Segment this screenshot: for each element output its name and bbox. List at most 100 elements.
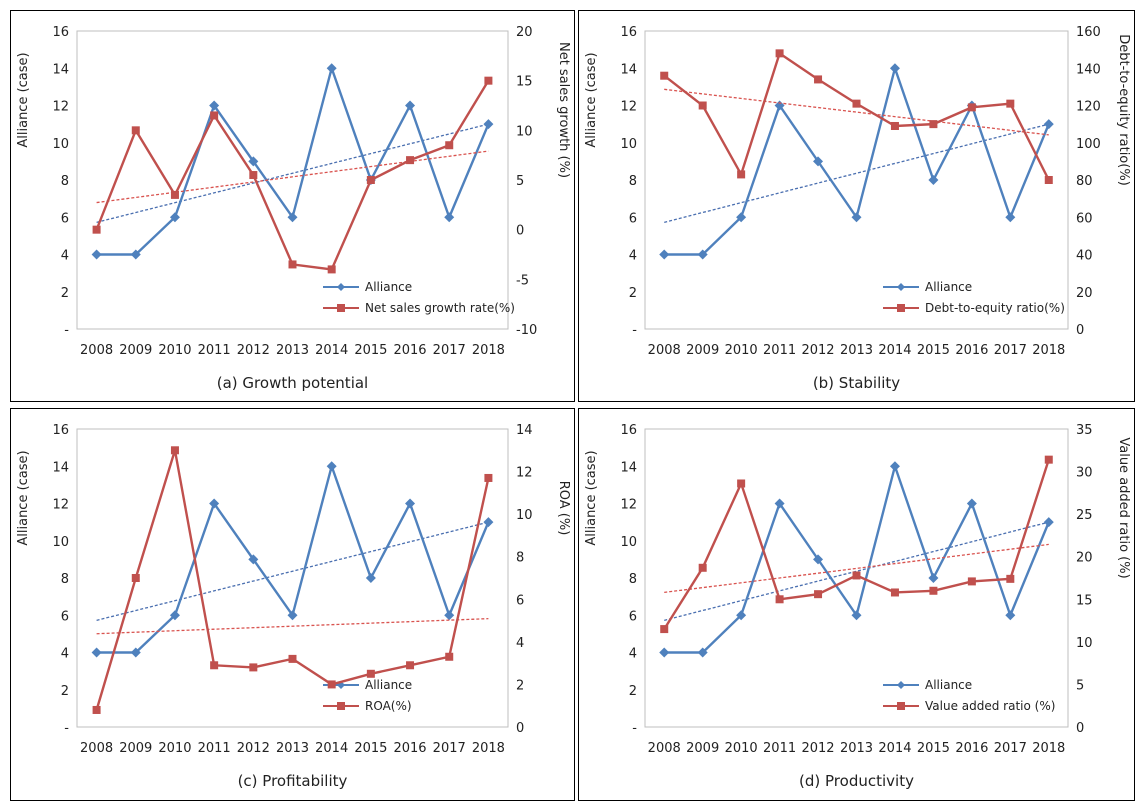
data-point [288,260,297,269]
series-line-net-sales-growth-rate [95,80,490,271]
data-point [483,517,494,528]
right-tick-label: 120 [1076,100,1101,115]
chart-profitability: - 2 4 6 8 10 12 14 16 0 2 4 6 8 10 12 14 2008 2009 2010 2011… [16,423,571,790]
data-point [444,212,455,223]
chart-caption: (d) Productivity [799,772,914,790]
right-tick-label: 4 [516,636,524,651]
x-tick-label: 2008 [80,343,113,358]
x-tick-label: 2016 [393,343,426,358]
data-point [697,249,708,260]
left-tick-label: 8 [629,572,637,587]
chart-growth-potential: - 2 4 6 8 10 12 14 16 -10 -5 0 5 10 15 20 2008 2009 2010 20… [16,25,571,392]
right-tick-label: 8 [516,551,524,566]
series-line-alliance [664,64,1050,256]
left-tick-label: 10 [620,535,637,550]
left-axis-title: Alliance (case) [584,450,599,545]
data-point [659,647,670,658]
data-point [406,661,415,670]
right-tick-label: 0 [516,721,524,736]
left-axis-title: Alliance (case) [16,52,31,147]
data-point [366,176,375,184]
x-tick-label: 2017 [994,741,1027,756]
left-tick-label: 2 [61,684,69,699]
left-tick-label: 4 [61,647,69,662]
data-point [248,554,259,565]
data-point [736,610,747,621]
data-point [444,610,455,621]
data-point [131,126,140,135]
chart-caption: (a) Growth potential [217,374,368,392]
panel-profitability: - 2 4 6 8 10 12 14 16 0 2 4 6 8 10 12 14 2008 2009 2010 2011… [10,408,575,801]
data-point [248,156,259,167]
data-point [928,175,939,185]
legend-label: Alliance [925,280,972,294]
x-tick-label: 2008 [80,741,113,756]
right-tick-label: 12 [516,466,533,481]
left-tick-label: 6 [629,211,637,226]
x-tick-label: 2018 [472,741,505,756]
left-tick-label: 12 [620,498,637,513]
left-tick-label: 10 [620,137,637,152]
data-point [131,574,140,582]
data-point [249,171,258,180]
data-point [852,99,861,108]
data-point [91,647,102,658]
left-tick-label: - [64,721,69,736]
x-tick-label: 2014 [878,741,911,756]
data-point [1006,99,1015,108]
legend-marker [897,283,905,291]
right-axis-title: Net sales growth (%) [556,42,571,178]
right-tick-label: 5 [516,174,524,189]
legend-label: Debt-to-equity ratio(%) [925,301,1065,315]
data-point [966,498,977,509]
data-point [1005,212,1016,223]
data-point [1044,176,1053,184]
x-tick-label: 2013 [276,741,309,756]
chart-productivity: - 2 4 6 8 10 12 14 16 0 5 10 15 20 25 30 35 2008 2009 2010 2… [584,423,1131,790]
x-tick-label: 2014 [878,343,911,358]
data-point [484,473,493,482]
chart-caption: (b) Stability [813,374,900,392]
x-tick-label: 2017 [994,343,1027,358]
data-point [406,156,415,165]
left-tick-label: - [632,721,637,736]
left-tick-label: - [64,323,69,338]
x-tick-label: 2008 [648,343,681,358]
x-tick-label: 2016 [393,741,426,756]
x-tick-label: 2009 [686,741,719,756]
x-tick-label: 2011 [198,741,231,756]
data-point [852,571,861,580]
right-tick-label: 140 [1076,62,1101,77]
right-tick-label: 0 [1076,721,1084,736]
data-point [445,652,454,661]
legend-label: Alliance [925,678,972,692]
left-tick-label: 2 [61,286,69,301]
left-tick-label: - [632,323,637,338]
x-tick-label: 2009 [119,343,152,358]
data-point [889,461,900,472]
legend-label: Value added ratio (%) [925,699,1055,713]
right-tick-label: 100 [1076,137,1101,152]
legend-marker [337,702,345,710]
legend-label: Net sales growth rate(%) [365,301,515,315]
data-point [967,103,976,112]
data-point [775,595,784,604]
x-tick-label: 2009 [119,741,152,756]
data-point [660,625,669,634]
data-point [92,705,101,714]
data-point [130,647,141,658]
right-tick-label: 6 [516,593,524,608]
left-tick-label: 14 [52,62,69,77]
plot-area [76,30,509,330]
legend-label: Alliance [365,280,412,294]
data-point [890,588,899,597]
left-axis-title: Alliance (case) [16,450,31,545]
right-axis-title: Value added ratio (%) [1116,437,1131,578]
right-axis-title: ROA (%) [556,481,571,536]
x-tick-label: 2015 [917,343,950,358]
data-point [929,586,938,595]
data-point [967,577,976,586]
x-tick-label: 2008 [648,741,681,756]
x-tick-label: 2009 [686,343,719,358]
